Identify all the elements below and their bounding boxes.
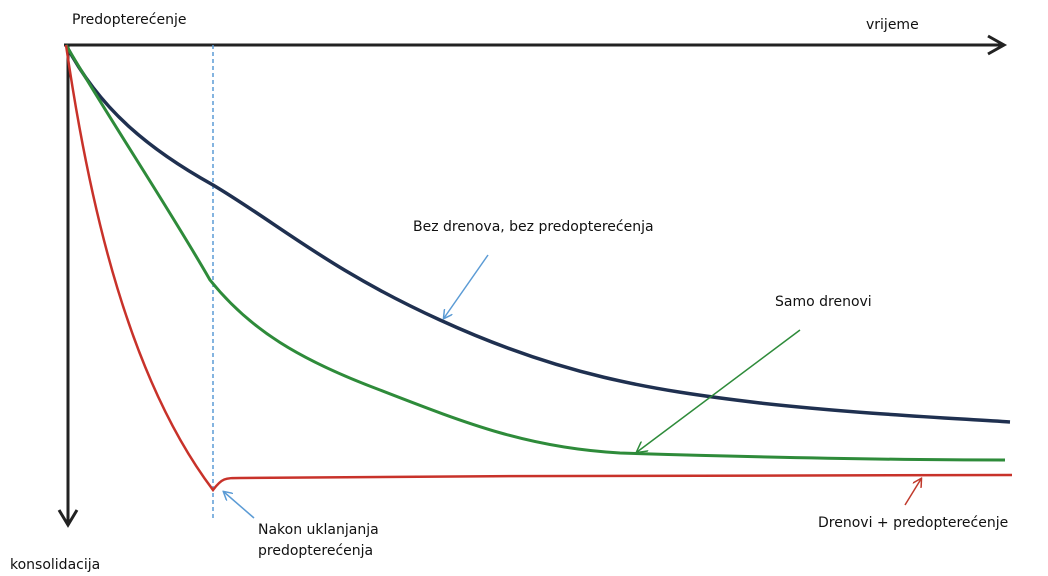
pointer <box>224 492 255 519</box>
curve-no-drains <box>64 44 1011 424</box>
x-arrow <box>987 34 1008 56</box>
pointer <box>904 479 921 506</box>
curve-label: Bez drenova, bez predopterećenja <box>413 219 654 235</box>
pointer <box>637 329 801 452</box>
curve-label: Drenovi + predopterećenje <box>818 515 1008 531</box>
annotation: predopterećenja <box>258 543 373 559</box>
pointer <box>444 254 489 318</box>
y-arrow <box>57 509 79 528</box>
curve-drains <box>64 44 1006 462</box>
start-label: Predopterećenje <box>72 12 186 28</box>
curve-label: Samo drenovi <box>775 294 872 310</box>
annotation: Nakon uklanjanja <box>258 522 379 538</box>
curve-drains-preload <box>64 44 1013 493</box>
y-label: konsolidacija <box>10 557 100 573</box>
x-label: vrijeme <box>866 17 919 33</box>
